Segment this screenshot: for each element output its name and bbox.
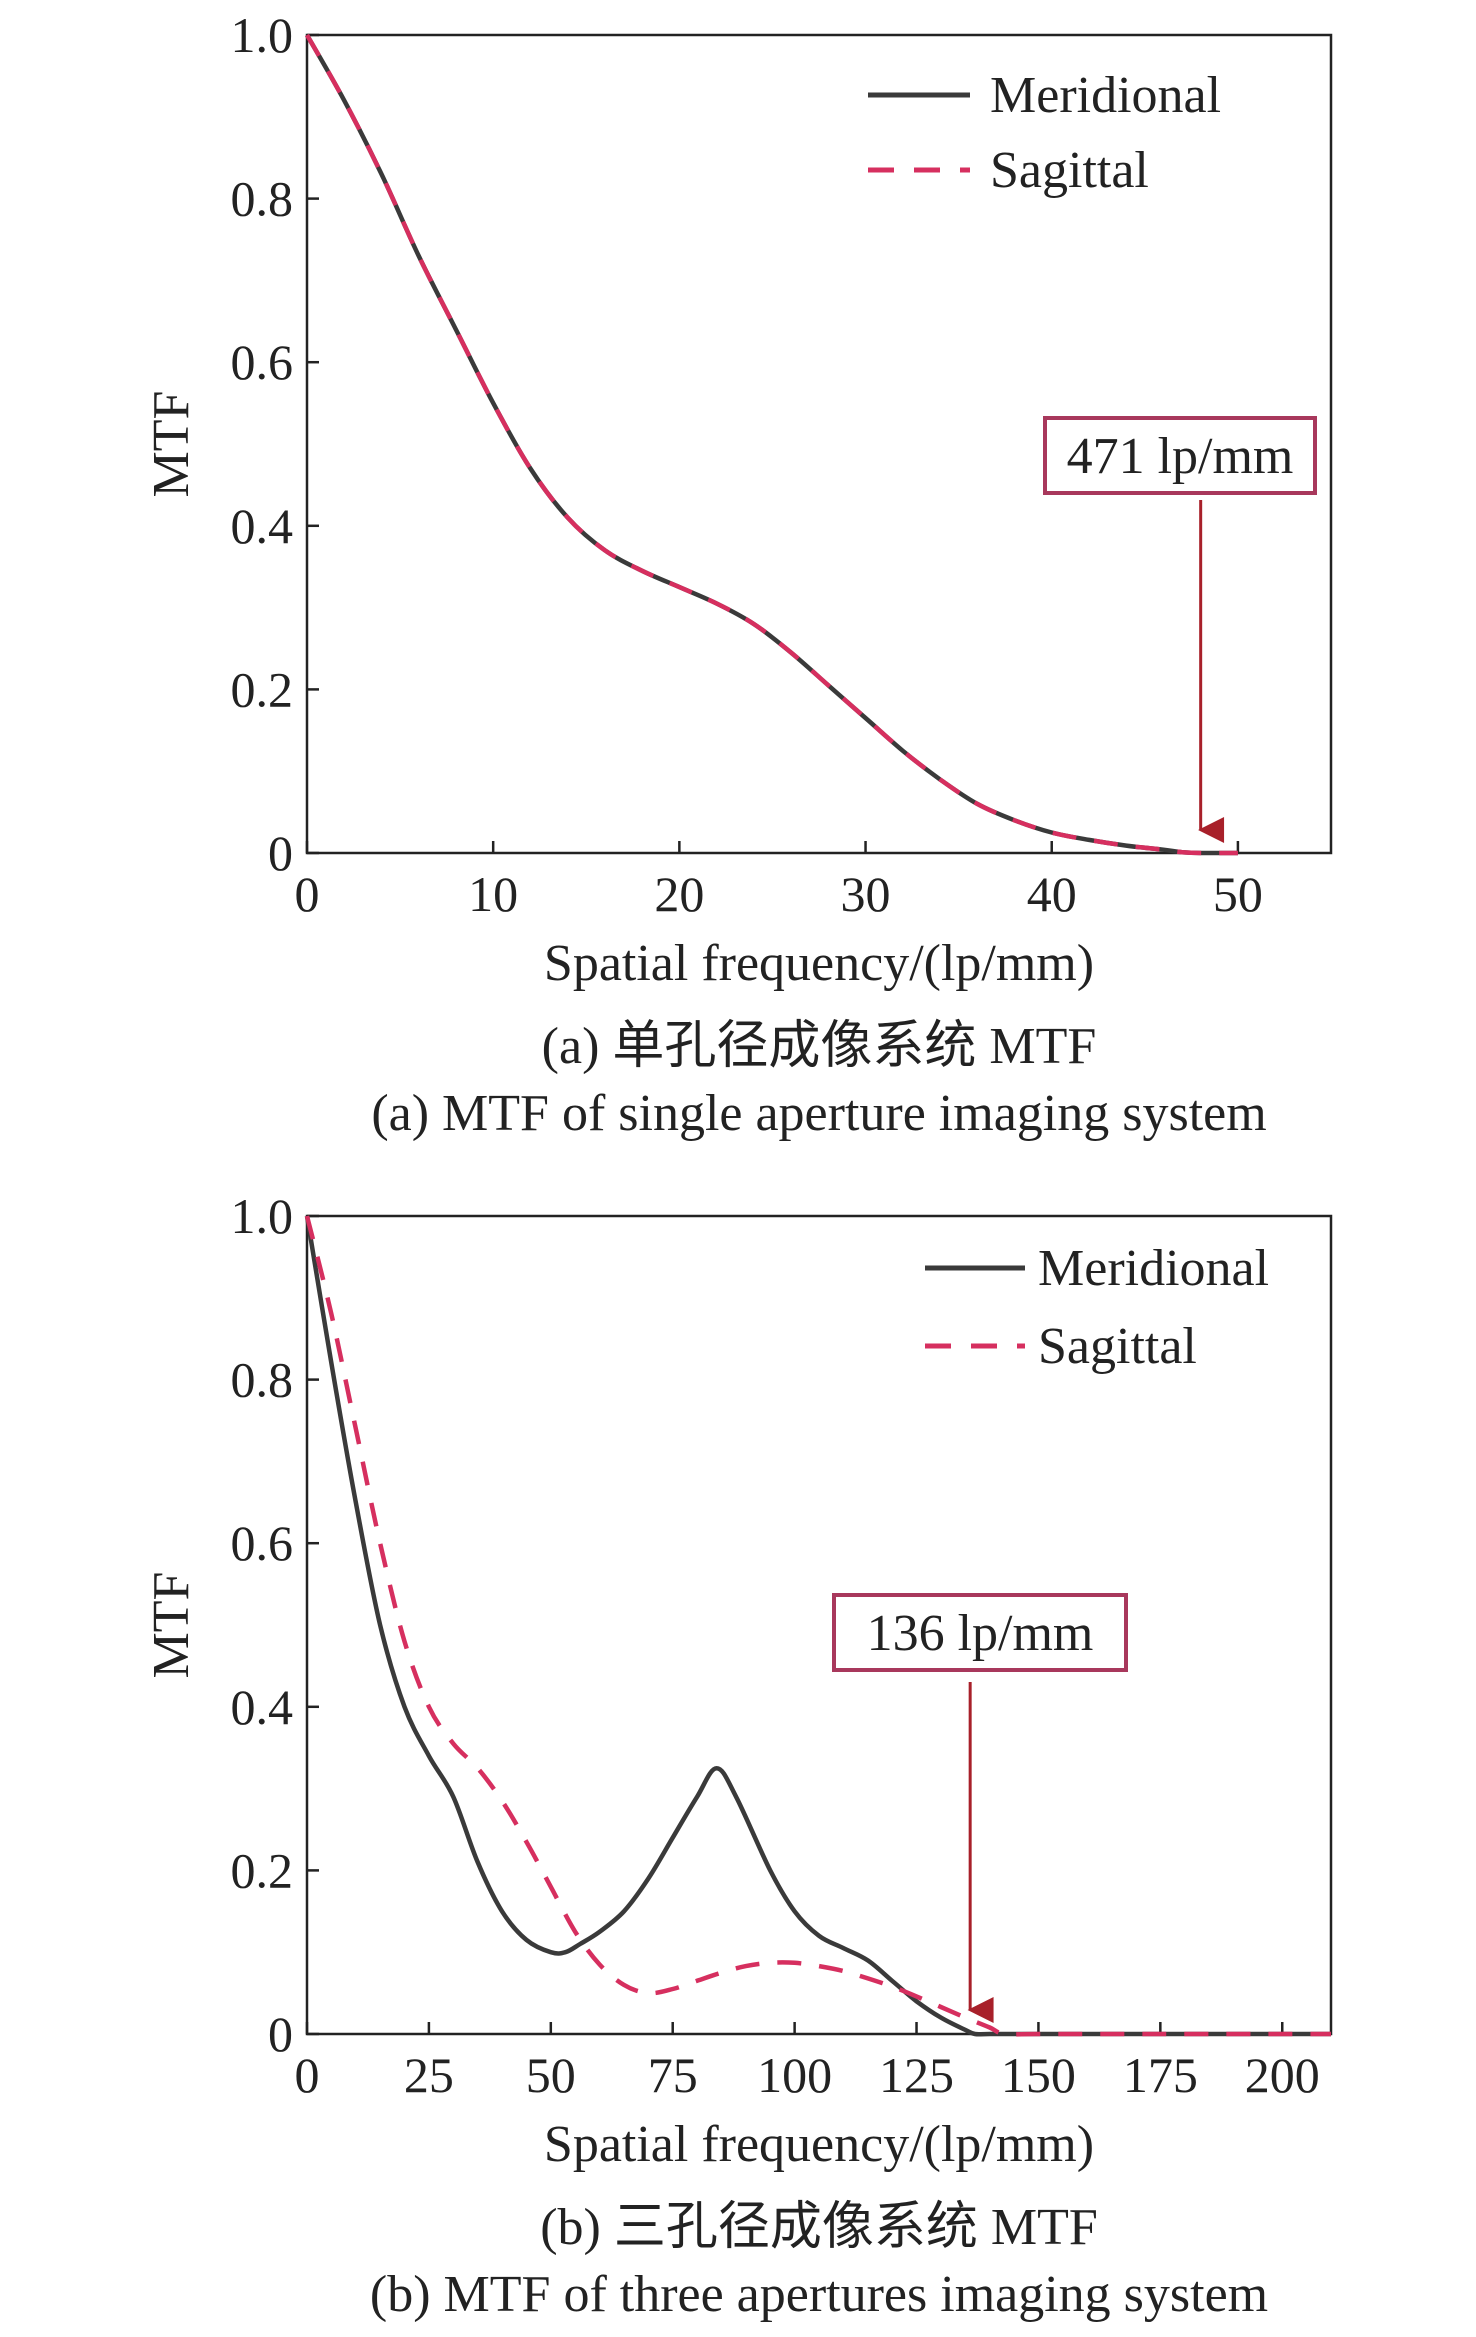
series-line-sagittal [305, 33, 1238, 856]
caption-english: (a) MTF of single aperture imaging syste… [371, 1085, 1266, 1142]
y-axis-ticks: 0 0.2 0.4 0.6 0.8 1.0 [231, 7, 319, 881]
x-tick-label: 75 [648, 2047, 698, 2103]
cutoff-annotation: 471 lp/mm [1043, 416, 1317, 843]
y-tick-label: 1.0 [231, 1188, 294, 1244]
x-tick-label: 40 [1027, 866, 1077, 922]
x-tick-label: 50 [526, 2047, 576, 2103]
legend-label-sagittal: Sagittal [1038, 1318, 1197, 1375]
y-tick-label: 0.6 [231, 334, 294, 390]
y-tick-label: 0 [268, 825, 293, 881]
plot-frame [305, 1214, 1333, 2036]
x-tick-label: 20 [654, 866, 704, 922]
y-tick-label: 0.6 [231, 1515, 294, 1571]
x-tick-label: 175 [1123, 2047, 1198, 2103]
legend-label-sagittal: Sagittal [990, 142, 1149, 199]
annotation-box [1043, 416, 1317, 495]
y-axis-label: MTF [143, 1572, 200, 1679]
annotation-label: 471 lp/mm [1067, 428, 1294, 485]
series-group [305, 33, 1238, 856]
x-axis-ticks: 0 10 20 30 40 50 [295, 841, 1263, 922]
x-axis-ticks: 0 25 50 75 100 125 150 175 200 [295, 2022, 1320, 2103]
y-tick-label: 1.0 [231, 7, 294, 63]
legend: Meridional Sagittal [925, 1240, 1269, 1375]
y-tick-label: 0.8 [231, 1352, 294, 1408]
y-tick-label: 0 [268, 2006, 293, 2062]
x-tick-label: 0 [295, 2047, 320, 2103]
annotation-box [832, 1593, 1128, 1672]
x-tick-label: 150 [1001, 2047, 1076, 2103]
chart-panel-b: 00.20.40.60.81.0 0 25 50 75 100 125 150 175 200 … [143, 1188, 1333, 2323]
x-axis-label: Spatial frequency/(lp/mm) [544, 2116, 1094, 2173]
chart-panel-a: 0 0.2 0.4 0.6 0.8 1.0 0 10 20 30 40 50 MTF Spatial… [143, 7, 1333, 1142]
x-tick-label: 50 [1213, 866, 1263, 922]
x-tick-label: 100 [757, 2047, 832, 2103]
cutoff-annotation: 136 lp/mm [832, 1593, 1128, 2023]
x-tick-label: 200 [1245, 2047, 1320, 2103]
x-tick-label: 25 [404, 2047, 454, 2103]
series-line-sagittal [304, 1215, 1331, 2037]
series-group [304, 1215, 1331, 2037]
series-line-meridional [304, 1215, 1331, 2037]
y-axis-ticks: 0 0.2 0.4 0.6 0.8 1.0 [231, 1188, 319, 2062]
x-tick-label: 30 [841, 866, 891, 922]
x-axis-label: Spatial frequency/(lp/mm) [544, 935, 1094, 992]
y-tick-label: 0.8 [231, 171, 294, 227]
x-tick-label: 125 [879, 2047, 954, 2103]
x-tick-label: 10 [468, 866, 518, 922]
y-axis-label: MTF [143, 391, 200, 498]
caption-chinese: (b) 三孔径成像系统 MTF [540, 2199, 1098, 2256]
legend-label-meridional: Meridional [990, 67, 1221, 124]
annotation-label: 136 lp/mm [867, 1605, 1094, 1662]
legend: Meridional Sagittal [868, 67, 1221, 199]
caption-chinese: (a) 单孔径成像系统 MTF [542, 1018, 1097, 1075]
x-tick-label: 0 [295, 866, 320, 922]
y-tick-label: 0.2 [231, 1842, 294, 1898]
caption-english: (b) MTF of three apertures imaging syste… [370, 2266, 1268, 2323]
y-tick-label: 0.2 [231, 661, 294, 717]
y-tick-label: 0.4 [231, 1679, 294, 1735]
plot-frame [305, 33, 1333, 855]
y-tick-label: 0.4 [231, 498, 294, 554]
legend-label-meridional: Meridional [1038, 1240, 1269, 1297]
